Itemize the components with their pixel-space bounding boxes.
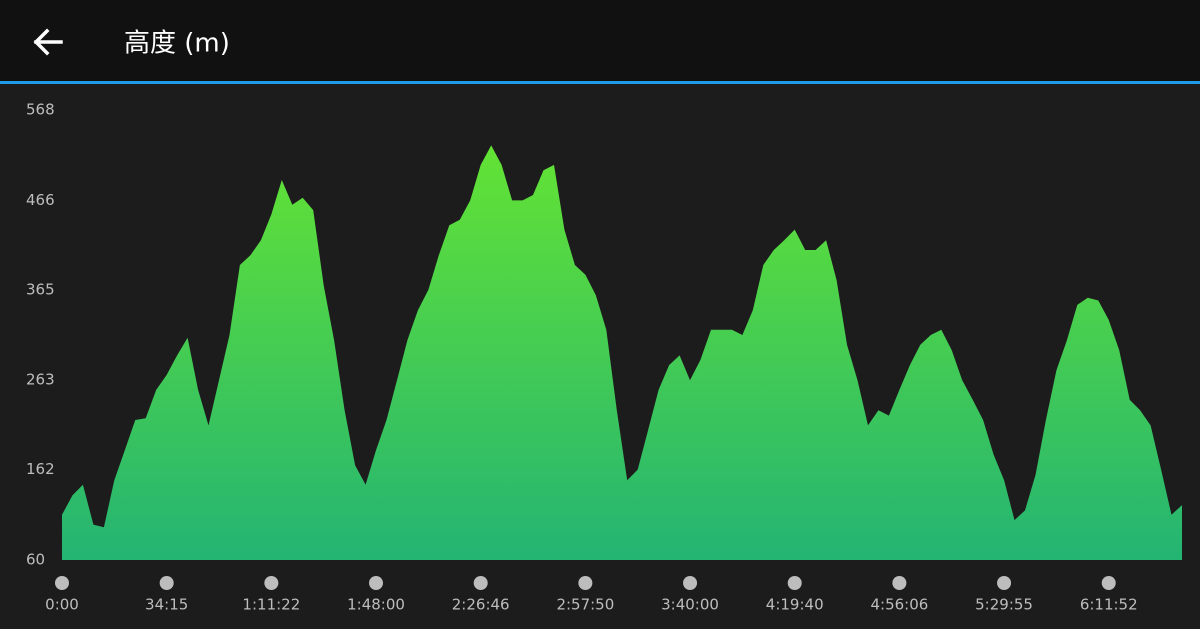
- x-tick-label: 4:19:40: [766, 596, 824, 614]
- x-tick-label: 34:15: [145, 596, 188, 614]
- y-tick-label: 365: [26, 280, 55, 298]
- x-tick-label: 1:48:00: [347, 596, 405, 614]
- page-title: 高度 (m): [124, 29, 230, 59]
- back-button[interactable]: [33, 28, 63, 56]
- x-tick-label: 5:29:55: [975, 596, 1033, 614]
- x-tick-dot: [473, 576, 488, 590]
- x-tick-dot: [369, 576, 384, 590]
- x-tick-label: 6:11:52: [1080, 596, 1138, 614]
- x-tick-dot: [997, 576, 1012, 590]
- app-bar: [0, 0, 1200, 81]
- x-tick-dot: [892, 576, 907, 590]
- x-tick-label: 1:11:22: [242, 596, 300, 614]
- x-tick-label: 2:57:50: [556, 596, 614, 614]
- elevation-chart: 60 162 263 365 466 568 0:00 34:15 1:11:22 1:48:00…: [26, 101, 1182, 614]
- app-bar-divider: [0, 81, 1200, 84]
- x-tick-dot: [264, 576, 279, 590]
- x-tick-label: 2:26:46: [452, 596, 510, 614]
- x-tick-dot: [159, 576, 174, 590]
- y-tick-label: 60: [26, 551, 45, 569]
- x-tick-dot: [578, 576, 593, 590]
- y-tick-label: 568: [26, 101, 55, 119]
- x-tick-dot: [1101, 576, 1116, 590]
- x-tick-label: 3:40:00: [661, 596, 719, 614]
- x-tick-dot: [55, 576, 69, 590]
- x-tick-dot: [683, 576, 698, 590]
- y-tick-label: 263: [26, 371, 55, 389]
- x-tick-label: 0:00: [45, 596, 79, 614]
- back-arrow: [33, 28, 63, 56]
- x-tick-label: 4:56:06: [870, 596, 928, 614]
- x-tick-dot: [787, 576, 802, 590]
- y-tick-label: 162: [26, 460, 55, 478]
- y-tick-label: 466: [26, 191, 55, 209]
- elevation-area: [62, 145, 1182, 560]
